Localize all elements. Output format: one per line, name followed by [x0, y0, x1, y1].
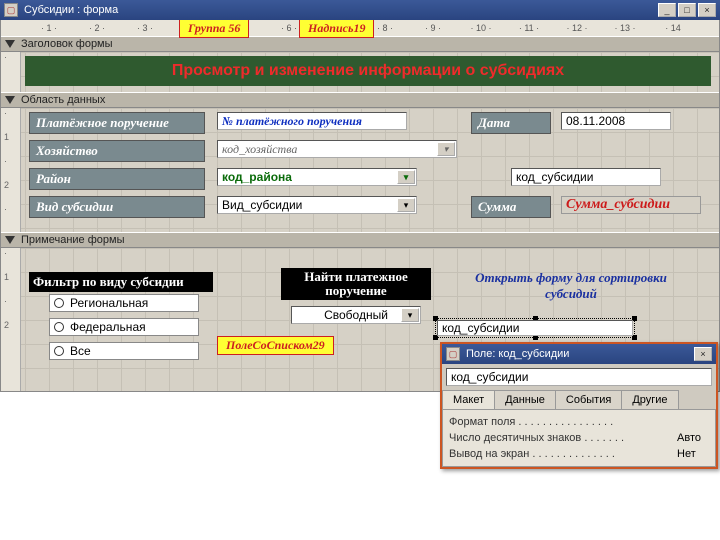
section-marker-icon: [5, 40, 15, 48]
properties-close-button[interactable]: ×: [694, 347, 712, 361]
district-label[interactable]: Район: [29, 168, 205, 190]
properties-title: Поле: код_субсидии: [466, 348, 569, 360]
ruler-vertical-3: ·1·2: [1, 248, 21, 392]
radio-icon: [54, 322, 64, 332]
filter-title[interactable]: Фильтр по виду субсидии: [29, 272, 213, 292]
close-button[interactable]: ×: [698, 3, 716, 17]
radio-icon: [54, 346, 64, 356]
sum-field[interactable]: Сумма_субсидии: [561, 196, 701, 214]
payorder-num-field[interactable]: № платёжного поручения: [217, 112, 407, 130]
label19-tag: Надпись19: [299, 20, 374, 38]
properties-list: Формат поля . . . . . . . . . . . . . . …: [442, 409, 716, 467]
find-combo[interactable]: Свободный: [291, 306, 421, 324]
properties-tabs: Макет Данные События Другие: [442, 390, 716, 409]
open-sort-form-link[interactable]: Открыть форму для сортировки субсидий: [471, 270, 671, 302]
option-federal[interactable]: Федеральная: [49, 318, 199, 336]
ruler-vertical-1: ·: [1, 52, 21, 92]
section-detail-label: Область данных: [21, 94, 105, 106]
tab-other[interactable]: Другие: [621, 390, 678, 409]
form-icon: ▢: [4, 3, 18, 17]
payorder-label[interactable]: Платёжное поручение: [29, 112, 205, 134]
radio-icon: [54, 298, 64, 308]
form-titlebar[interactable]: ▢ Субсидии : форма _ □ ×: [0, 0, 720, 20]
properties-titlebar[interactable]: ▢ Поле: код_субсидии ×: [442, 344, 716, 364]
section-header-bar[interactable]: Заголовок формы: [1, 36, 719, 52]
date-field[interactable]: 08.11.2008: [561, 112, 671, 130]
ruler-vertical-2: ·1·2·: [1, 108, 21, 232]
sum-label[interactable]: Сумма: [471, 196, 551, 218]
section-footer-bar[interactable]: Примечание формы Группа 56 Надпись19: [1, 232, 719, 248]
prop-row[interactable]: Формат поля . . . . . . . . . . . . . . …: [449, 414, 709, 430]
prop-row[interactable]: Число десятичных знаков . . . . . . .Авт…: [449, 430, 709, 446]
banner-label[interactable]: Просмотр и изменение информации о субсид…: [25, 56, 711, 86]
combo29-tag: ПолеСоСписком29: [217, 336, 334, 355]
properties-window[interactable]: ▢ Поле: код_субсидии × Макет Данные Собы…: [440, 342, 718, 469]
prop-row[interactable]: Вывод на экран . . . . . . . . . . . . .…: [449, 446, 709, 462]
form-title: Субсидии : форма: [24, 4, 118, 16]
section-marker-icon: [5, 236, 15, 244]
option-regional[interactable]: Региональная: [49, 294, 199, 312]
section-detail-bar[interactable]: Область данных: [1, 92, 719, 108]
form-icon: ▢: [446, 347, 460, 361]
tab-layout[interactable]: Макет: [442, 390, 495, 409]
district-combo[interactable]: код_района: [217, 168, 417, 186]
properties-name-input[interactable]: [446, 368, 712, 386]
maximize-button[interactable]: □: [678, 3, 696, 17]
group56-tag: Группа 56: [179, 20, 249, 38]
tab-data[interactable]: Данные: [494, 390, 556, 409]
farm-combo[interactable]: код_хозяйства: [217, 140, 457, 158]
header-grid[interactable]: · Просмотр и изменение информации о субс…: [1, 52, 719, 92]
date-label[interactable]: Дата: [471, 112, 551, 134]
form-designer: · 1 ·· 2 ·· 3 · · 4 ·· 5 ·· 6 · · 7 ·· 8…: [0, 20, 720, 392]
farm-label[interactable]: Хозяйство: [29, 140, 205, 162]
subsidy-type-label[interactable]: Вид субсидии: [29, 196, 205, 218]
find-title[interactable]: Найти платежное поручение: [281, 268, 431, 300]
minimize-button[interactable]: _: [658, 3, 676, 17]
subsidy-code-field[interactable]: код_субсидии: [511, 168, 661, 186]
subsidy-type-combo[interactable]: Вид_субсидии: [217, 196, 417, 214]
section-marker-icon: [5, 96, 15, 104]
stray-subsidy-field[interactable]: код_субсидии: [437, 320, 633, 336]
option-all[interactable]: Все: [49, 342, 199, 360]
detail-grid[interactable]: ·1·2· Платёжное поручение № платёжного п…: [1, 108, 719, 232]
section-footer-label: Примечание формы: [21, 234, 124, 246]
tab-events[interactable]: События: [555, 390, 622, 409]
section-header-label: Заголовок формы: [21, 38, 113, 50]
